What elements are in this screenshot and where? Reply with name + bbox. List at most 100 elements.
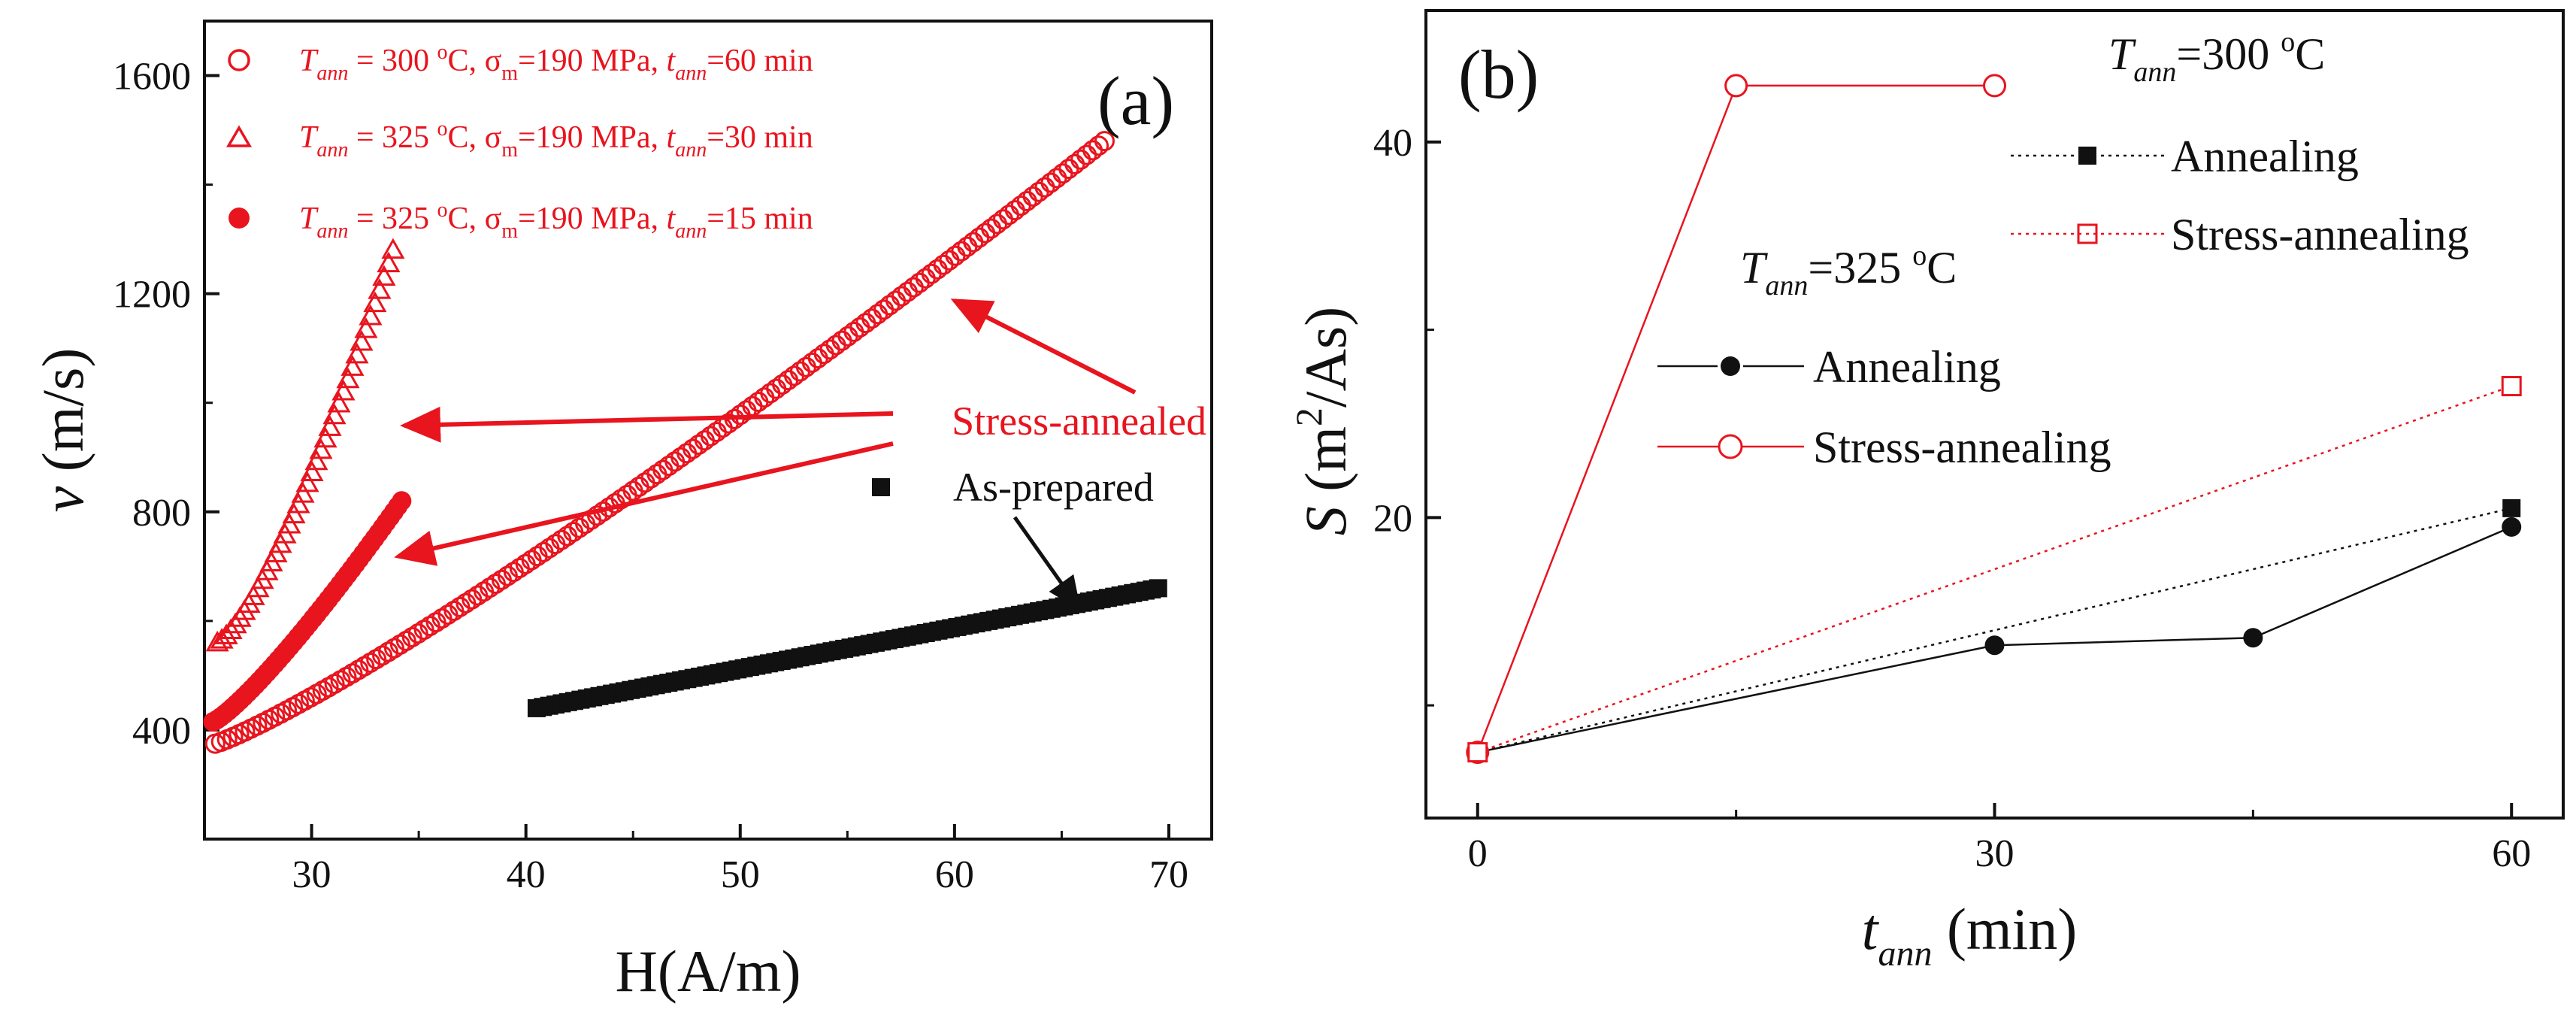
a-point-s1 [987, 214, 1008, 235]
arrow-stress-annealed-60min [950, 298, 1137, 395]
a-point-s1 [975, 223, 996, 244]
legend-label-300-stress: Stress-annealing [2171, 210, 2469, 259]
arrow-stress-annealed-30min [400, 406, 894, 443]
a-ytick-label-800: 800 [132, 492, 191, 535]
a-point-s1 [784, 365, 805, 386]
panel-b-ticks: 0 30 60 20 40 [1373, 122, 2531, 875]
a-point-s1 [957, 236, 978, 257]
b-point-s4 [2501, 376, 2522, 397]
b-point-s3 [2502, 498, 2521, 517]
legend-marker-325-annealing-dot [1721, 356, 1740, 376]
a-point-s1 [867, 304, 888, 325]
a-point-s2 [377, 251, 401, 273]
a-point-s2 [282, 502, 306, 524]
b-point-s1 [2502, 517, 2522, 537]
a-point-s1 [915, 268, 936, 289]
a-point-s2 [350, 329, 374, 351]
a-point-s1 [683, 438, 704, 459]
b-xtick-label-0: 0 [1468, 832, 1488, 875]
a-point-s1 [1052, 163, 1073, 184]
panel-a-legend: Tann = 300 oC, σm=190 MPa, tann=60 min T… [226, 41, 890, 496]
legend-marker-325-stress [1718, 434, 1743, 459]
b-ytick-label-20: 20 [1373, 497, 1412, 540]
a-point-s1 [1022, 186, 1043, 207]
a-point-s2 [309, 438, 333, 459]
a-point-s2 [277, 512, 301, 534]
a-point-s2 [300, 460, 324, 481]
legend-marker-300-annealing [2078, 147, 2096, 165]
b-point-s2 [1983, 74, 2006, 98]
arrow-as-prepared [1013, 516, 1081, 611]
panel-b-xlabel: tann (min) [1862, 896, 2077, 974]
annotation-stress-annealed: Stress-annealed [952, 398, 1206, 444]
a-xtick-label-70: 70 [1149, 853, 1188, 896]
a-point-s1 [694, 430, 715, 451]
panel-a-ylabel: v (m/s) [30, 348, 95, 513]
legend-entry-2: Tann = 325 oC, σm=190 MPa, tann=30 min [299, 117, 813, 162]
a-point-s1 [1046, 168, 1067, 189]
a-point-s2 [273, 523, 297, 544]
a-point-s1 [855, 313, 876, 334]
panel-a-ticks: 30 40 50 60 70 400 800 1200 1600 [113, 56, 1188, 896]
b-xtick-label-30: 30 [1975, 832, 2014, 875]
a-point-s1 [1028, 181, 1049, 202]
b-ytick-label-40: 40 [1373, 122, 1412, 165]
a-point-s1 [801, 352, 822, 373]
a-point-s1 [825, 335, 846, 356]
a-point-s1 [939, 250, 960, 271]
legend-marker-filled-circle [229, 208, 250, 229]
a-point-s2 [327, 391, 351, 413]
a-point-s1 [1076, 144, 1097, 165]
a-xtick-label-50: 50 [721, 853, 760, 896]
a-point-s1 [837, 326, 858, 347]
b-point-s1 [1984, 635, 2005, 656]
a-point-s2 [381, 238, 405, 259]
a-point-s1 [849, 317, 870, 338]
panel-b-label: (b) [1458, 36, 1539, 113]
a-point-s1 [1064, 153, 1085, 174]
arrow-stress-annealed-15min [394, 441, 894, 566]
a-point-s1 [754, 387, 775, 408]
legend-marker-open-circle [228, 49, 250, 71]
legend-marker-300-stress [2077, 223, 2098, 244]
a-point-s1 [789, 361, 810, 382]
a-ytick-label-1200: 1200 [113, 274, 191, 317]
a-point-s1 [760, 383, 781, 404]
a-point-s2 [368, 278, 392, 299]
panel-a: 30 40 50 60 70 400 800 1200 1600 (a) H(A/m) v (m… [30, 20, 1213, 1004]
a-ytick-label-1600: 1600 [113, 56, 191, 98]
a-point-s1 [951, 241, 972, 262]
panel-a-xlabel: H(A/m) [616, 938, 801, 1004]
a-point-s2 [295, 471, 319, 492]
a-point-s2 [331, 379, 356, 401]
a-point-s1 [981, 218, 1002, 239]
a-point-s1 [945, 245, 966, 266]
legend-entry-3: Tann = 325 oC, σm=190 MPa, tann=15 min [299, 198, 813, 243]
panel-a-frame [203, 20, 1213, 841]
panel-a-ylabel-symbol: v [30, 486, 95, 512]
a-point-s2 [359, 304, 383, 326]
a-point-s1 [879, 295, 901, 316]
b-series-line-2 [1476, 84, 1995, 753]
a-point-s1 [772, 374, 793, 395]
a-point-s1 [861, 308, 882, 329]
a-point-s1 [969, 227, 990, 248]
a-point-s2 [286, 492, 310, 514]
a-point-s1 [742, 395, 763, 417]
a-point-s1 [706, 421, 727, 442]
a-point-s2 [214, 623, 238, 644]
a-point-s2 [322, 403, 347, 425]
a-point-s2 [313, 426, 338, 448]
a-point-s1 [1070, 149, 1091, 170]
panel-b-series [1466, 74, 2522, 765]
a-point-s1 [1034, 177, 1055, 198]
a-point-s1 [998, 205, 1019, 226]
a-point-s2 [205, 630, 229, 652]
legend-label-325-stress: Stress-annealing [1813, 423, 2111, 472]
legend-marker-open-triangle [226, 125, 253, 147]
a-point-s1 [807, 348, 828, 369]
a-point-s1 [700, 426, 721, 447]
a-point-s1 [927, 259, 948, 280]
a-point-s1 [992, 209, 1013, 230]
